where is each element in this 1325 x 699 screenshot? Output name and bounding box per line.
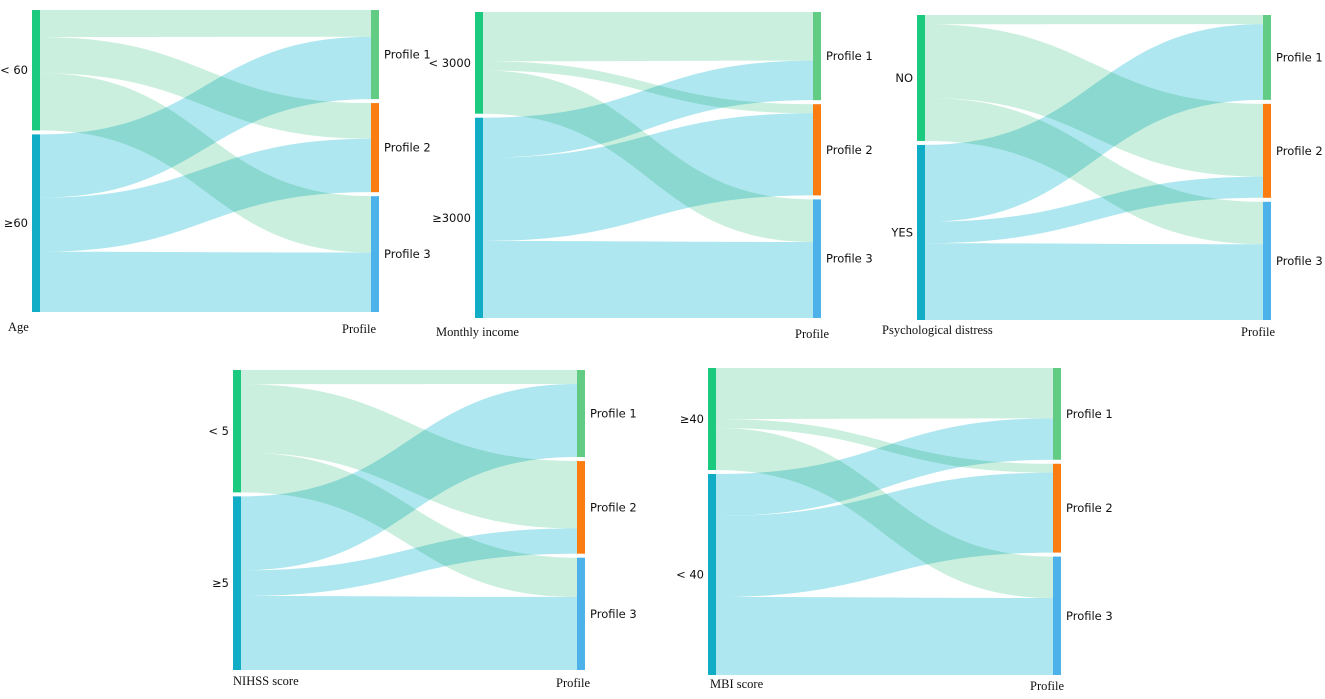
flows [716, 368, 1053, 675]
node-label-ge-3000: ≥3000 [432, 211, 471, 225]
node-label-profile-2: Profile 2 [384, 141, 431, 155]
node-yes [917, 144, 925, 320]
node-lt-60 [32, 10, 40, 131]
flow-lt-40-to-profile-2 [716, 472, 1053, 597]
axis-label-left: Age [8, 320, 29, 334]
flow-no-to-profile-1 [925, 15, 1263, 25]
node-label-profile-1: Profile 1 [1066, 407, 1113, 421]
node-profile-1 [371, 10, 379, 100]
node-lt-3000 [475, 12, 483, 114]
node-label-lt-5: < 5 [208, 424, 229, 438]
sankey-panel-nihss-score: < 5 ≥5 Profile 1 Profile 2 Profile 3 NIHSS sc… [208, 370, 637, 690]
node-lt-40 [708, 474, 716, 675]
node-label-profile-3: Profile 3 [1066, 609, 1113, 623]
sankey-panel-monthly-income: < 3000 ≥3000 Profile 1 Profile 2 Profile 3 Mo… [428, 12, 873, 341]
node-lt-5 [233, 370, 241, 493]
flow-lt-60-to-profile-3 [40, 73, 371, 253]
node-label-profile-1: Profile 1 [384, 48, 431, 62]
node-label-lt-40: < 40 [676, 568, 704, 582]
flow-yes-to-profile-2 [925, 176, 1263, 244]
flow-ge-5-to-profile-1 [241, 384, 577, 571]
flow-yes-to-profile-3 [925, 243, 1263, 320]
axis-label-left: NIHSS score [233, 674, 299, 688]
node-label-profile-1: Profile 1 [826, 49, 873, 63]
node-label-ge-60: ≥60 [4, 216, 28, 230]
node-profile-1 [813, 12, 821, 101]
flows [241, 370, 577, 670]
node-label-lt-60: < 60 [0, 63, 28, 77]
node-profile-2 [577, 461, 585, 554]
node-label-lt-3000: < 3000 [428, 56, 471, 70]
flows [40, 10, 371, 312]
flow-lt-60-to-profile-1 [40, 10, 371, 38]
node-label-ge-5: ≥5 [212, 576, 229, 590]
flow-lt-40-to-profile-1 [716, 418, 1053, 516]
node-label-yes: YES [890, 225, 913, 239]
node-no [917, 15, 925, 141]
sankey-panel-age: < 60 ≥60 Profile 1 Profile 2 Profile 3 Age Pro… [0, 10, 431, 336]
flow-ge-3000-to-profile-1 [483, 60, 813, 158]
node-ge-3000 [475, 117, 483, 318]
flow-ge-5-to-profile-2 [241, 528, 577, 596]
node-profile-3 [577, 557, 585, 670]
node-profile-3 [371, 196, 379, 312]
node-profile-2 [813, 104, 821, 196]
axis-label-right: Profile [556, 676, 590, 690]
axis-label-right: Profile [342, 322, 376, 336]
node-label-no: NO [895, 71, 913, 85]
axis-label-left: Monthly income [436, 325, 519, 339]
flow-lt-40-to-profile-3 [716, 597, 1053, 675]
node-profile-2 [1053, 463, 1061, 553]
node-label-profile-2: Profile 2 [1066, 501, 1113, 515]
flow-ge-60-to-profile-1 [40, 36, 371, 198]
node-label-profile-3: Profile 3 [826, 252, 873, 266]
node-label-profile-3: Profile 3 [384, 247, 431, 261]
flow-ge-40-to-profile-1 [716, 368, 1053, 419]
node-profile-1 [1263, 15, 1271, 100]
flow-lt-5-to-profile-1 [241, 370, 577, 385]
node-profile-3 [1053, 556, 1061, 675]
flow-ge-60-to-profile-3 [40, 251, 371, 312]
node-label-profile-1: Profile 1 [590, 407, 637, 421]
node-profile-3 [813, 199, 821, 318]
node-label-profile-1: Profile 1 [1276, 50, 1323, 64]
node-profile-2 [371, 103, 379, 193]
axis-label-left: MBI score [710, 677, 764, 691]
sankey-panel-psychological-distress: NO YES Profile 1 Profile 2 Profile 3 Psycholo… [882, 15, 1323, 339]
node-profile-2 [1263, 103, 1271, 198]
node-label-ge-40: ≥40 [680, 412, 704, 426]
node-ge-60 [32, 134, 40, 312]
flow-ge-5-to-profile-3 [241, 596, 577, 670]
axis-label-right: Profile [795, 327, 829, 341]
flow-yes-to-profile-1 [925, 24, 1263, 222]
flows [483, 12, 813, 318]
flows [925, 15, 1263, 320]
flow-ge-3000-to-profile-2 [483, 113, 813, 241]
axis-label-left: Psychological distress [882, 323, 993, 337]
axis-label-right: Profile [1030, 679, 1064, 693]
flow-ge-3000-to-profile-3 [483, 240, 813, 318]
node-label-profile-3: Profile 3 [1276, 254, 1323, 268]
node-label-profile-2: Profile 2 [1276, 144, 1323, 158]
flow-lt-3000-to-profile-1 [483, 12, 813, 62]
node-profile-1 [577, 370, 585, 458]
node-label-profile-2: Profile 2 [826, 143, 873, 157]
node-ge-40 [708, 368, 716, 470]
node-profile-3 [1263, 201, 1271, 320]
sankey-panel-mbi-score: ≥40 < 40 Profile 1 Profile 2 Profile 3 MBI sc… [676, 368, 1113, 693]
flow-ge-60-to-profile-2 [40, 138, 371, 252]
node-profile-1 [1053, 368, 1061, 460]
axis-label-right: Profile [1241, 325, 1275, 339]
node-ge-5 [233, 496, 241, 670]
node-label-profile-2: Profile 2 [590, 500, 637, 514]
node-label-profile-3: Profile 3 [590, 607, 637, 621]
